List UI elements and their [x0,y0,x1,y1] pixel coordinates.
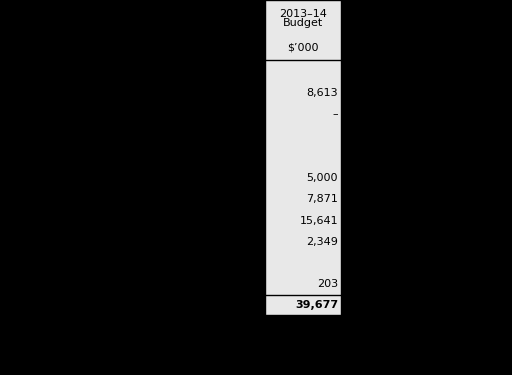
Bar [265,296,341,315]
Bar [265,61,341,295]
Bar [265,0,341,60]
Text: 5,000: 5,000 [307,173,338,183]
Text: 2,349: 2,349 [306,237,338,247]
Text: 203: 203 [317,279,338,290]
Text: 15,641: 15,641 [300,216,338,225]
Text: 8,613: 8,613 [306,88,338,98]
Text: 2013–14: 2013–14 [279,9,327,19]
Text: –: – [332,109,338,119]
Text: 7,871: 7,871 [306,194,338,204]
Text: 39,677: 39,677 [295,300,338,310]
Text: $’000: $’000 [287,42,319,52]
Text: Budget: Budget [283,18,323,28]
